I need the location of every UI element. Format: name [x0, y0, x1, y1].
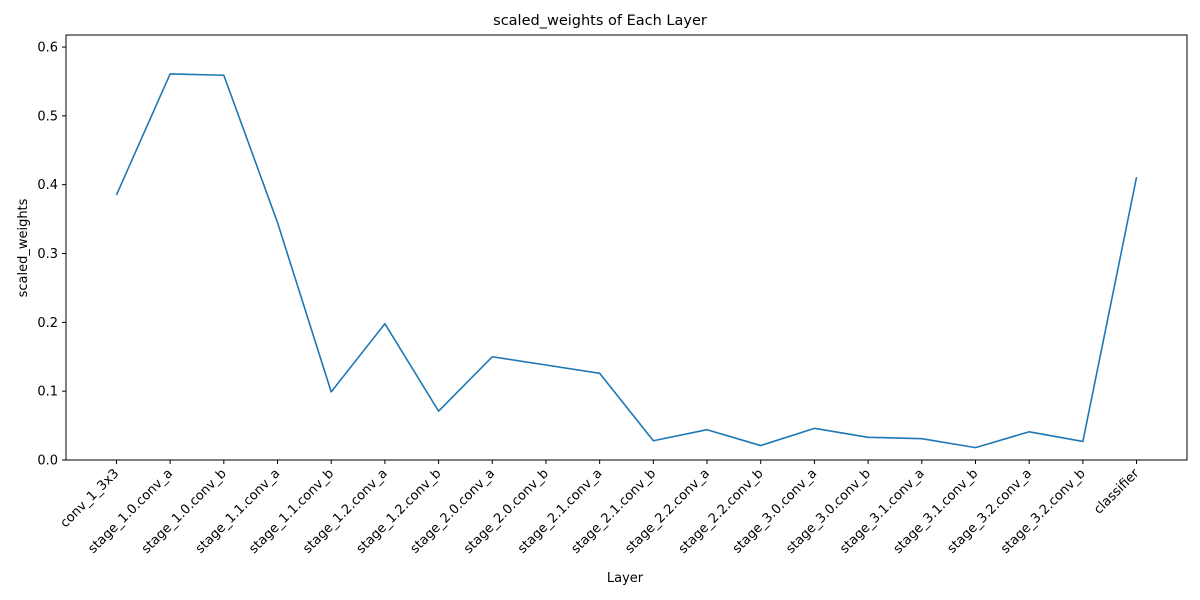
x-tick-label: classifier: [1091, 466, 1143, 518]
plot-frame: [65, 34, 1188, 461]
y-tick-label: 0.4: [37, 178, 58, 193]
y-tick-label: 0.5: [37, 109, 58, 124]
y-axis-label: scaled_weights: [16, 198, 31, 297]
x-axis-label: Layer: [607, 571, 644, 586]
y-tick-label: 0.0: [37, 454, 58, 469]
y-tick-label: 0.1: [37, 385, 58, 400]
y-tick-label: 0.3: [37, 247, 58, 262]
y-tick-label: 0.2: [37, 316, 58, 331]
chart-title: scaled_weights of Each Layer: [493, 13, 707, 29]
y-tick-label: 0.6: [37, 41, 58, 56]
series-line-0: [115, 73, 1138, 449]
plot-area: 0.00.10.20.30.40.50.6conv_1_3x3stage_1.0…: [37, 34, 1188, 557]
